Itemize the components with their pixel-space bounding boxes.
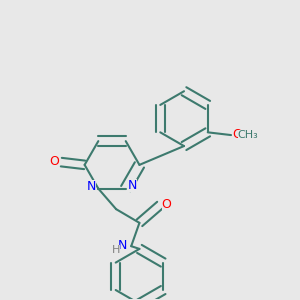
Text: O: O [49,154,59,168]
Text: N: N [117,239,127,252]
Text: O: O [162,198,172,211]
Text: N: N [86,180,96,194]
Text: N: N [128,179,137,193]
Text: CH₃: CH₃ [238,130,259,140]
Text: H: H [112,245,120,256]
Text: O: O [232,128,242,141]
